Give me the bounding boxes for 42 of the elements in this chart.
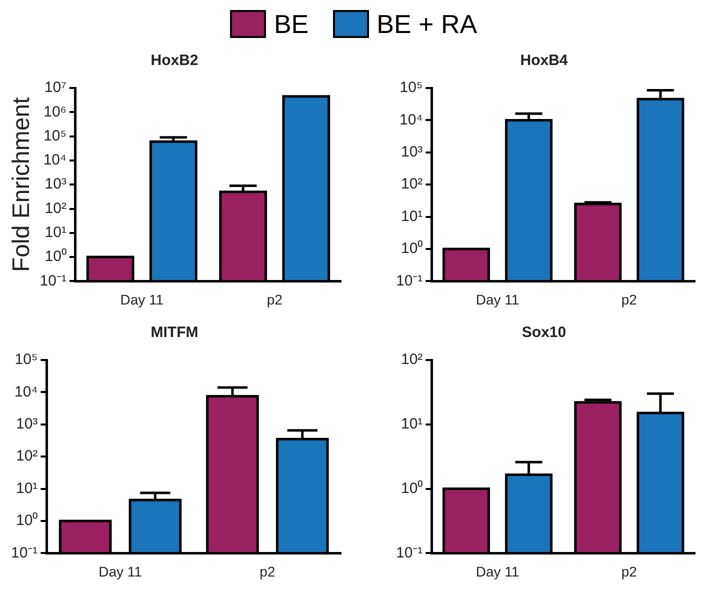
y-tick-label: 10⁵ (14, 351, 38, 368)
y-tick-label: 10⁵ (400, 79, 423, 96)
y-axis-title: Fold Enrichment (8, 96, 36, 272)
x-tick-label: p2 (260, 563, 276, 580)
y-tick-label: 10³ (44, 176, 66, 193)
y-tick-label: 10² (16, 448, 38, 465)
y-tick-label: 10⁴ (400, 111, 423, 128)
y-tick-label: 10⁶ (44, 103, 66, 120)
chart-title: HoxB4 (520, 52, 568, 70)
y-tick-label: 10⁻¹ (396, 544, 423, 562)
y-tick-label: 10⁰ (44, 248, 66, 266)
x-tick-label: Day 11 (98, 563, 142, 580)
legend-label: BE (274, 8, 309, 40)
y-tick-label: 10³ (16, 416, 38, 433)
y-tick-label: 10² (400, 176, 423, 193)
x-tick-label: Day 11 (476, 291, 520, 308)
y-tick-label: 10⁴ (43, 152, 66, 169)
y-tick-label: 10¹ (400, 416, 423, 433)
y-tick-label: 10¹ (16, 480, 38, 497)
y-tick-label: 10⁻¹ (10, 544, 38, 562)
y-tick-label: 10⁵ (44, 127, 66, 144)
y-tick-label: 10³ (400, 144, 423, 161)
y-tick-label: 10⁰ (400, 480, 423, 497)
y-tick-label: 10⁴ (14, 383, 38, 400)
x-tick-label: Day 11 (120, 291, 164, 308)
y-tick-label: 10⁰ (400, 240, 423, 258)
y-tick-label: 10⁰ (16, 512, 38, 530)
y-tick-label: 10² (44, 200, 66, 217)
y-tick-label: 10¹ (400, 208, 423, 225)
chart-title: MITFM (150, 324, 198, 342)
chart-title: HoxB2 (150, 52, 198, 70)
x-tick-label: p2 (621, 291, 638, 308)
chart-title: Sox10 (522, 324, 566, 342)
y-tick-label: 10⁷ (44, 79, 66, 96)
x-tick-label: p2 (621, 563, 638, 580)
x-tick-label: Day 11 (476, 563, 520, 580)
legend-label: BE + RA (376, 8, 478, 40)
y-tick-label: 10² (400, 351, 423, 368)
x-tick-label: p2 (266, 291, 283, 308)
y-tick-label: 10⁻¹ (40, 272, 66, 290)
y-tick-label: 10¹ (44, 224, 66, 242)
y-tick-label: 10⁻¹ (396, 272, 423, 290)
